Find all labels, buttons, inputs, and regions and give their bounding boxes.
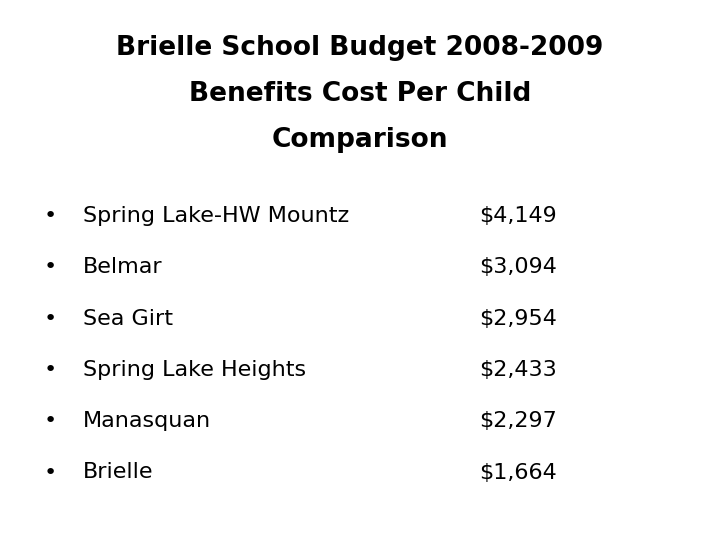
Text: •: •	[44, 462, 57, 483]
Text: $2,954: $2,954	[479, 308, 557, 329]
Text: Manasquan: Manasquan	[83, 411, 211, 431]
Text: •: •	[44, 257, 57, 278]
Text: $2,297: $2,297	[479, 411, 557, 431]
Text: Spring Lake-HW Mountz: Spring Lake-HW Mountz	[83, 206, 349, 226]
Text: Comparison: Comparison	[271, 127, 449, 153]
Text: •: •	[44, 411, 57, 431]
Text: Brielle: Brielle	[83, 462, 153, 483]
Text: Benefits Cost Per Child: Benefits Cost Per Child	[189, 81, 531, 107]
Text: $1,664: $1,664	[479, 462, 557, 483]
Text: •: •	[44, 308, 57, 329]
Text: $3,094: $3,094	[479, 257, 557, 278]
Text: Brielle School Budget 2008-2009: Brielle School Budget 2008-2009	[117, 35, 603, 61]
Text: $2,433: $2,433	[479, 360, 557, 380]
Text: •: •	[44, 360, 57, 380]
Text: $4,149: $4,149	[479, 206, 557, 226]
Text: •: •	[44, 206, 57, 226]
Text: Sea Girt: Sea Girt	[83, 308, 173, 329]
Text: Belmar: Belmar	[83, 257, 163, 278]
Text: Spring Lake Heights: Spring Lake Heights	[83, 360, 306, 380]
